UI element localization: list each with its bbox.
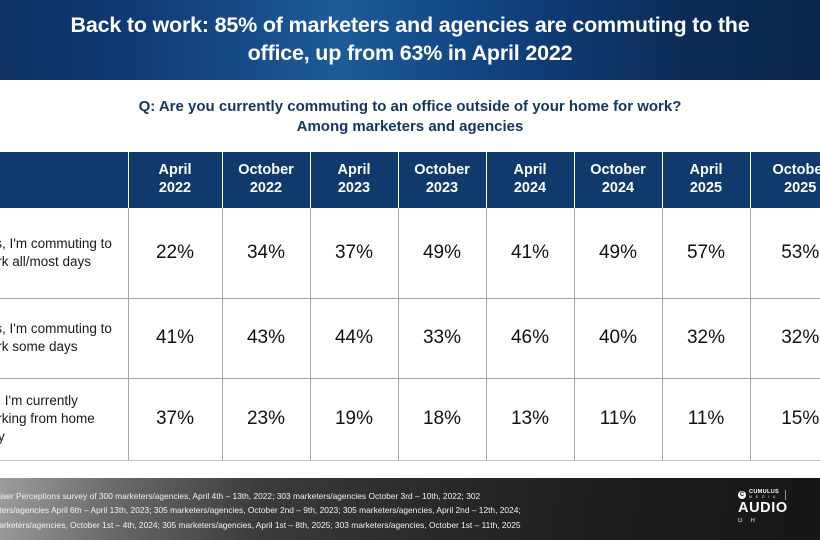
column-header-month: October (772, 162, 820, 179)
logo-group-text: G R (738, 517, 759, 524)
logo-media-text: M E D I A (749, 494, 777, 499)
cell-value: 11% (574, 378, 663, 461)
column-header-october-2023: October 2023 (398, 152, 487, 208)
row-label-commuting-some-days: Yes, I'm commuting to work some days (0, 298, 129, 379)
title-banner: Back to work: 85% of marketers and agenc… (0, 0, 820, 80)
cell-value: 33% (398, 298, 487, 379)
data-table-wrapper: April 2022 October 2022 April 2023 Octob… (0, 152, 820, 461)
cell-value: 49% (574, 208, 663, 299)
footnote-line-1: Advertiser Perceptions survey of 300 mar… (0, 491, 481, 501)
cumulus-circle-icon: C (738, 490, 746, 499)
logo-top-row: C CUMULUS M E D I A (738, 489, 820, 500)
column-header-april-2025: April 2025 (662, 152, 751, 208)
cell-value: 49% (398, 208, 487, 299)
cell-value: 19% (310, 378, 399, 461)
table-row: No, I'm currently working from home only… (0, 378, 820, 461)
cell-value: 41% (486, 208, 575, 299)
column-header-year: 2025 (784, 180, 817, 196)
table-header: April 2022 October 2022 April 2023 Octob… (0, 152, 820, 208)
column-header-year: 2023 (337, 180, 371, 196)
column-header-year: 2024 (601, 180, 635, 196)
logo-audio-text: AUDIO (738, 500, 788, 516)
column-header-month: April (158, 162, 192, 179)
cell-value: 15% (750, 378, 820, 461)
title-line-2: office, up from 63% in April 2022 (247, 41, 573, 65)
column-header-month: April (689, 162, 723, 179)
cell-value: 32% (662, 298, 751, 379)
row-label-commuting-all-most-days: Yes, I'm commuting to work all/most days (0, 208, 129, 299)
footer-band: Advertiser Perceptions survey of 300 mar… (0, 478, 820, 540)
cell-value: 32% (750, 298, 820, 379)
column-header-month: April (337, 162, 371, 179)
column-header-april-2023: April 2023 (310, 152, 399, 208)
table-row: Yes, I'm commuting to work some days 41%… (0, 298, 820, 379)
source-footnote: Advertiser Perceptions survey of 300 mar… (0, 489, 746, 532)
cell-value: 41% (128, 298, 223, 379)
cell-value: 53% (750, 208, 820, 299)
cell-value: 23% (222, 378, 311, 461)
column-header-year: 2022 (158, 180, 192, 196)
table-corner-cell (0, 152, 129, 208)
question-block: Q: Are you currently commuting to an off… (0, 84, 820, 150)
commuting-data-table: April 2022 October 2022 April 2023 Octob… (0, 152, 820, 461)
column-header-april-2022: April 2022 (128, 152, 223, 208)
cell-value: 44% (310, 298, 399, 379)
cell-value: 11% (662, 378, 751, 461)
column-header-month: April (513, 162, 547, 179)
cell-value: 43% (222, 298, 311, 379)
column-header-month: October (590, 162, 646, 179)
cumulus-audio-logo: C CUMULUS M E D I A AUDIO G R (738, 489, 820, 524)
footnote-line-2: marketers/agencies April 6th – April 13t… (0, 505, 521, 516)
logo-divider (785, 489, 787, 500)
row-label-working-from-home-only: No, I'm currently working from home only (0, 378, 129, 461)
column-header-year: 2025 (689, 180, 723, 196)
cell-value: 57% (662, 208, 751, 299)
column-header-april-2024: April 2024 (486, 152, 575, 208)
cell-value: 34% (222, 208, 311, 299)
cell-value: 37% (128, 378, 223, 461)
cell-value: 22% (128, 208, 223, 299)
column-header-year: 2024 (513, 180, 547, 196)
column-header-october-2024: October 2024 (574, 152, 663, 208)
header-row: April 2022 October 2022 April 2023 Octob… (0, 152, 820, 208)
column-header-year: 2022 (249, 180, 283, 196)
table-body: Yes, I'm commuting to work all/most days… (0, 208, 820, 461)
column-header-year: 2023 (425, 180, 459, 196)
page-title: Back to work: 85% of marketers and agenc… (71, 12, 750, 67)
column-header-month: October (238, 162, 294, 179)
column-header-october-2022: October 2022 (222, 152, 311, 208)
logo-cumulus-wordmark: CUMULUS M E D I A (749, 489, 779, 499)
title-line-1: Back to work: 85% of marketers and agenc… (70, 13, 750, 38)
question-line-2: Among marketers and agencies (296, 118, 524, 135)
table-row: Yes, I'm commuting to work all/most days… (0, 208, 820, 299)
cell-value: 46% (486, 298, 575, 379)
cell-value: 18% (398, 378, 487, 461)
column-header-month: October (414, 162, 470, 179)
cell-value: 13% (486, 378, 575, 461)
column-header-october-2025: October 2025 (750, 152, 820, 208)
cell-value: 40% (574, 298, 663, 379)
logo-cumulus-text: CUMULUS (749, 489, 780, 496)
cell-value: 37% (310, 208, 399, 299)
footnote-line-3: 305 marketers/agencies, October 1st – 4t… (0, 519, 521, 530)
question-line-1: Q: Are you currently commuting to an off… (138, 97, 682, 115)
